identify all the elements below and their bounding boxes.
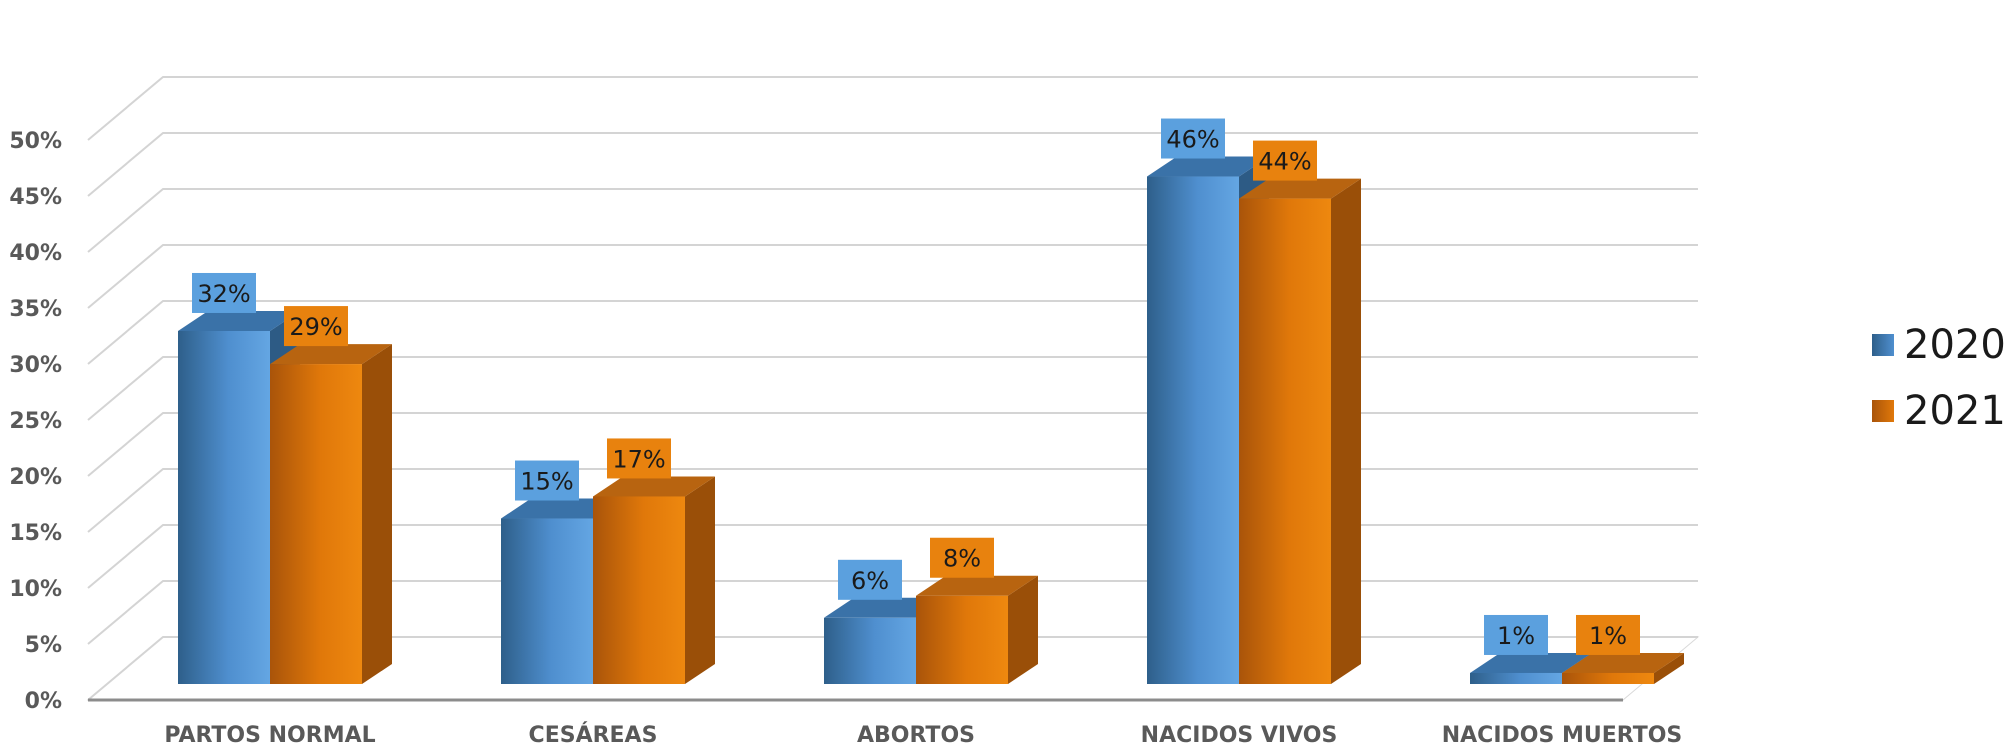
gridline	[87, 132, 1698, 197]
category-label: PARTOS NORMAL	[164, 723, 375, 746]
bar-top-2020-4	[1470, 652, 1592, 673]
data-label-2020-2: 6%	[851, 567, 889, 595]
legend: 2020 2021	[1872, 312, 2005, 444]
data-label-2020-3: 46%	[1166, 126, 1219, 154]
legend-swatch-2020	[1872, 334, 1894, 356]
category-label: ABORTOS	[857, 723, 975, 746]
bar-top-2021-3	[1239, 178, 1361, 199]
legend-swatch-2021	[1872, 400, 1894, 422]
bar-top-2021-2	[916, 575, 1038, 596]
data-label-bg-2021-2	[930, 537, 994, 578]
bar-side-2021-0	[362, 344, 392, 684]
y-tick-label: 40%	[9, 241, 62, 266]
data-label-bg-2021-1	[607, 438, 671, 479]
y-tick-label: 5%	[25, 633, 62, 658]
bar-2020-1	[501, 518, 593, 684]
legend-item-2020: 2020	[1872, 312, 2005, 378]
bar-2020-2	[824, 617, 916, 684]
data-label-bg-2020-4	[1484, 614, 1548, 655]
data-label-2020-0: 32%	[197, 280, 250, 308]
y-tick-label: 50%	[9, 129, 62, 154]
bar-side-2021-1	[685, 476, 715, 684]
y-tick-label: 0%	[25, 689, 62, 714]
data-label-bg-2020-1	[515, 460, 579, 501]
bar-2021-3	[1239, 198, 1331, 685]
bar-2020-0	[178, 330, 270, 684]
data-label-2021-0: 29%	[289, 313, 342, 341]
bar-top-2020-3	[1147, 156, 1269, 177]
category-label: NACIDOS VIVOS	[1141, 723, 1338, 746]
data-label-2021-4: 1%	[1589, 622, 1627, 650]
data-label-bg-2020-3	[1161, 118, 1225, 159]
gridline	[87, 76, 1698, 141]
category-label: CESÁREAS	[529, 722, 658, 746]
bar-top-2021-0	[270, 344, 392, 365]
bar-side-2021-3	[1331, 178, 1361, 685]
bar-2020-3	[1147, 176, 1239, 684]
category-label: NACIDOS MUERTOS	[1442, 723, 1683, 746]
legend-label-2021: 2021	[1904, 388, 2005, 434]
y-tick-label: 35%	[9, 297, 62, 322]
y-tick-label: 15%	[9, 521, 62, 546]
data-label-2021-2: 8%	[943, 545, 981, 573]
data-label-bg-2020-0	[192, 272, 256, 313]
data-label-bg-2021-0	[284, 306, 348, 347]
y-tick-label: 10%	[9, 577, 62, 602]
legend-label-2020: 2020	[1904, 322, 2005, 368]
bar-2021-4	[1562, 672, 1654, 684]
data-label-2020-4: 1%	[1497, 622, 1535, 650]
data-label-2021-1: 17%	[612, 445, 665, 473]
category-labels: PARTOS NORMAL CESÁREAS ABORTOS NACIDOS VIVO…	[164, 722, 1682, 746]
bars	[178, 156, 1684, 685]
bar-2020-4	[1470, 672, 1562, 684]
bar-side-2021-2	[1008, 575, 1038, 684]
gridline	[87, 188, 1698, 253]
data-label-bg-2020-2	[838, 559, 902, 600]
data-label-bg-2021-3	[1253, 140, 1317, 181]
bar-top-2020-1	[501, 498, 623, 519]
data-label-2020-1: 15%	[520, 468, 573, 496]
bar-side-2021-4	[1654, 652, 1684, 684]
bar-top-2020-2	[824, 597, 946, 618]
y-tick-label: 20%	[9, 465, 62, 490]
gridline	[87, 244, 1698, 309]
bar-top-2020-0	[178, 310, 300, 331]
legend-item-2021: 2021	[1872, 378, 2005, 444]
y-tick-label: 30%	[9, 353, 62, 378]
y-axis-ticks: 0% 5% 10% 15% 20% 25% 30% 35% 40% 45% 50%	[9, 129, 62, 714]
y-tick-label: 45%	[9, 185, 62, 210]
bar-2021-1	[593, 496, 685, 684]
bar-top-2021-4	[1562, 652, 1684, 673]
data-labels: 32% 29% 15% 17% 6% 8% 46% 44% 1% 1%	[192, 118, 1640, 655]
data-label-2021-3: 44%	[1258, 148, 1311, 176]
bar-top-2021-1	[593, 476, 715, 497]
bar-2021-0	[270, 364, 362, 684]
bar-2021-2	[916, 595, 1008, 684]
data-label-bg-2021-4	[1576, 614, 1640, 655]
y-tick-label: 25%	[9, 409, 62, 434]
